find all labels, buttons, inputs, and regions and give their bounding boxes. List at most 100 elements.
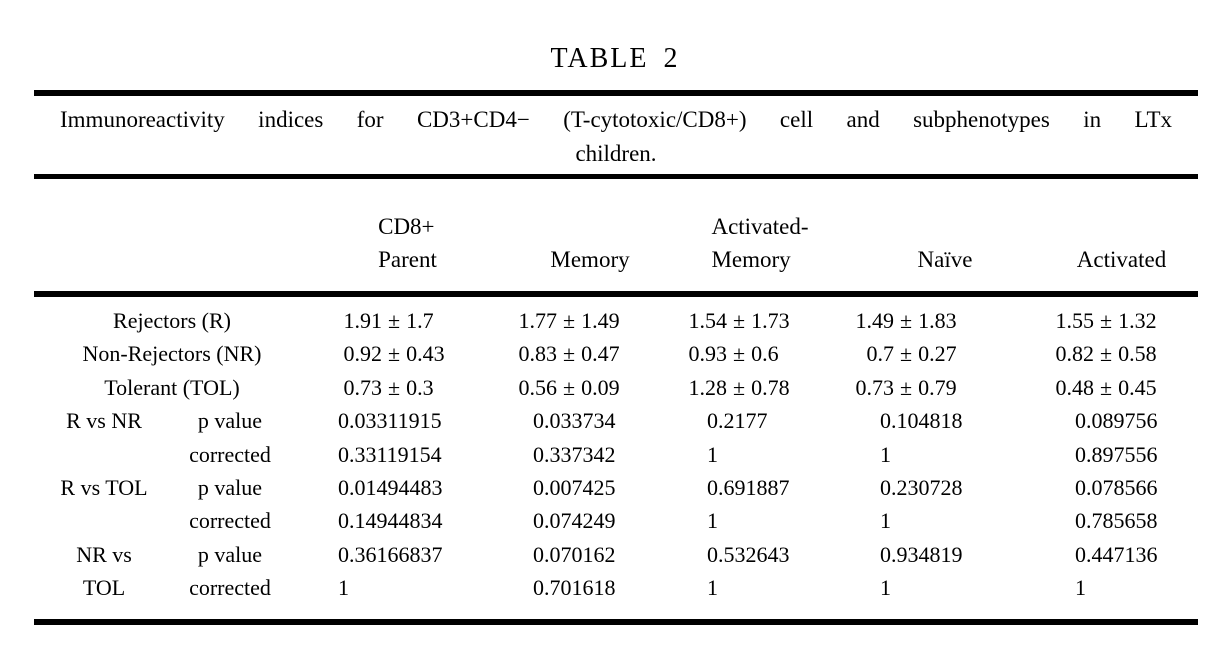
column-header-line: Parent bbox=[378, 247, 437, 272]
value-cell: 1 bbox=[880, 575, 891, 601]
value-cell: 1 bbox=[880, 508, 891, 534]
value-cell: 0.532643 bbox=[707, 541, 790, 567]
sd-value: 1.83 bbox=[918, 308, 957, 333]
value-cell: 0.2177 bbox=[707, 408, 768, 434]
caption-rule bbox=[34, 174, 1198, 179]
plus-minus-symbol: ± bbox=[900, 341, 913, 367]
column-header-line: Memory bbox=[711, 247, 791, 272]
plus-minus-symbol: ± bbox=[733, 341, 746, 367]
value-cell: 0.078566 bbox=[1075, 474, 1158, 500]
plus-minus-symbol: ± bbox=[1100, 341, 1113, 367]
plus-minus-symbol: ± bbox=[900, 374, 913, 400]
table-2: Immunoreactivity indices for CD3+CD4− (T… bbox=[34, 90, 1198, 625]
mean-value: 1.28 bbox=[688, 374, 728, 400]
value-cell: 0.83 ±0.47 bbox=[505, 337, 675, 370]
stat-label: corrected bbox=[189, 575, 271, 601]
sd-value: 0.43 bbox=[406, 341, 445, 367]
column-header-naive: Naïve bbox=[845, 243, 1045, 276]
value-cell: 0.007425 bbox=[533, 474, 616, 500]
value-cell: 1.77 ±1.49 bbox=[505, 304, 675, 337]
row-label: Tolerant (TOL) bbox=[104, 374, 240, 400]
sd-value: 0.27 bbox=[918, 341, 957, 367]
mean-value: 0.73 bbox=[855, 374, 895, 400]
comparison-label bbox=[34, 438, 174, 471]
plus-minus-symbol: ± bbox=[900, 308, 913, 333]
mean-value: 1.77 bbox=[518, 308, 558, 333]
column-header-line: Memory bbox=[550, 247, 630, 272]
plus-minus-symbol: ± bbox=[388, 341, 401, 367]
comparison-label bbox=[34, 504, 174, 537]
value-cell: 1 bbox=[707, 441, 718, 467]
value-cell: 0.7 ±0.27 bbox=[845, 337, 1045, 370]
value-cell: 1.49 ±1.83 bbox=[845, 304, 1045, 337]
value-cell: 0.73 ±0.79 bbox=[845, 371, 1045, 404]
plus-minus-symbol: ± bbox=[563, 341, 576, 367]
mean-value: 1.55 bbox=[1055, 308, 1095, 333]
stat-label: corrected bbox=[189, 441, 271, 467]
stat-label: p value bbox=[197, 474, 263, 500]
table-caption-line2: children. bbox=[575, 141, 657, 166]
bottom-rule bbox=[34, 618, 1198, 625]
sd-value: 0.09 bbox=[581, 374, 620, 400]
mean-value: 1.54 bbox=[688, 308, 728, 333]
stat-label: p value bbox=[197, 408, 263, 434]
table-rows: Rejectors (R) 1.91 ±1.7 1.77 ±1.49 1.54 ±1.… bbox=[34, 304, 1198, 605]
plus-minus-symbol: ± bbox=[733, 308, 746, 333]
sd-value: 0.79 bbox=[918, 374, 957, 400]
comparison-label: NR vs bbox=[76, 541, 132, 567]
column-header-line: Activated- bbox=[711, 214, 809, 239]
value-cell: 0.447136 bbox=[1075, 541, 1158, 567]
value-cell: 0.104818 bbox=[880, 408, 963, 434]
column-header-activated: Activated bbox=[1045, 243, 1198, 276]
value-cell: 0.93 ±0.6 bbox=[675, 337, 845, 370]
sd-value: 1.32 bbox=[1118, 308, 1157, 333]
column-header-line: CD8+ bbox=[378, 214, 435, 239]
value-cell: 0.337342 bbox=[533, 441, 616, 467]
mean-value: 0.56 bbox=[518, 374, 558, 400]
value-cell: 1 bbox=[338, 575, 349, 601]
column-header-row: CD8+ Parent Memory Activated- Memory Naï… bbox=[34, 179, 1198, 291]
plus-minus-symbol: ± bbox=[388, 374, 401, 400]
value-cell: 0.701618 bbox=[533, 575, 616, 601]
plus-minus-symbol: ± bbox=[1100, 308, 1113, 333]
row-label: Rejectors (R) bbox=[113, 308, 231, 333]
column-header-activated-memory: Activated- Memory bbox=[675, 210, 845, 276]
value-cell: 0.01494483 bbox=[338, 474, 443, 500]
value-cell: 0.56 ±0.09 bbox=[505, 371, 675, 404]
value-cell: 1 bbox=[707, 508, 718, 534]
sd-value: 0.3 bbox=[406, 374, 434, 400]
table-body: Rejectors (R) 1.91 ±1.7 1.77 ±1.49 1.54 ±1.… bbox=[34, 297, 1198, 619]
stat-label: corrected bbox=[189, 508, 271, 534]
mean-value: 0.93 bbox=[688, 341, 728, 367]
plus-minus-symbol: ± bbox=[388, 308, 401, 333]
value-cell: 0.36166837 bbox=[338, 541, 443, 567]
sd-value: 1.49 bbox=[581, 308, 620, 333]
value-cell: 0.73 ±0.3 bbox=[310, 371, 505, 404]
value-cell: 1.91 ±1.7 bbox=[310, 304, 505, 337]
column-header-line: Naïve bbox=[917, 247, 973, 272]
sd-value: 0.58 bbox=[1118, 341, 1157, 367]
mean-value: 0.48 bbox=[1055, 374, 1095, 400]
value-cell: 1.54 ±1.73 bbox=[675, 304, 845, 337]
sd-value: 0.45 bbox=[1118, 374, 1157, 400]
value-cell: 0.92 ±0.43 bbox=[310, 337, 505, 370]
mean-value: 1.49 bbox=[855, 308, 895, 333]
mean-value: 0.82 bbox=[1055, 341, 1095, 367]
sd-value: 1.73 bbox=[751, 308, 790, 333]
value-cell: 1 bbox=[1075, 575, 1086, 601]
value-cell: 1 bbox=[880, 441, 891, 467]
mean-value: 0.7 bbox=[866, 341, 895, 367]
value-cell: 0.897556 bbox=[1075, 441, 1158, 467]
value-cell: 0.82 ±0.58 bbox=[1045, 337, 1198, 370]
value-cell: 0.691887 bbox=[707, 474, 790, 500]
header-rule bbox=[34, 291, 1198, 297]
sd-value: 0.6 bbox=[751, 341, 779, 367]
value-cell: 0.089756 bbox=[1075, 408, 1158, 434]
row-label: Non-Rejectors (NR) bbox=[82, 341, 262, 367]
mean-value: 0.73 bbox=[343, 374, 383, 400]
table-caption: Immunoreactivity indices for CD3+CD4− (T… bbox=[34, 96, 1198, 174]
sd-value: 0.47 bbox=[581, 341, 620, 367]
plus-minus-symbol: ± bbox=[733, 374, 746, 400]
comparison-label: R vs TOL bbox=[60, 474, 148, 500]
